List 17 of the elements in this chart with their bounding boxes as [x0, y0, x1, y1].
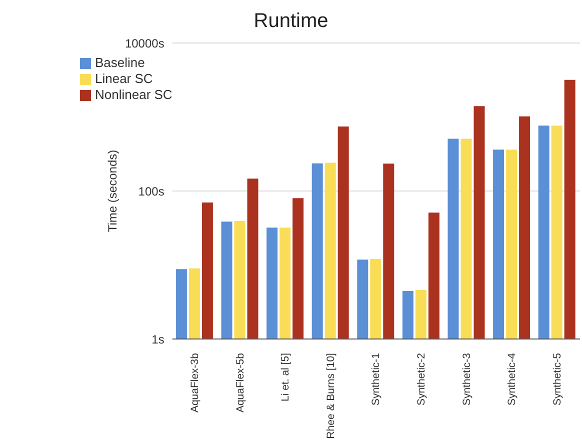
chart-title: Runtime	[252, 10, 330, 33]
x-tick-label: Synthetic-4	[506, 352, 518, 406]
legend-label: Nonlinear SC	[95, 87, 172, 102]
x-tick-label: Synthetic-5	[551, 352, 564, 406]
x-tick-label: Rhee & Burns [10]	[324, 352, 337, 439]
x-tick-label: Synthetic-3	[460, 352, 473, 406]
legend-label: Linear SC	[95, 71, 153, 86]
y-tick-label: 10000s	[124, 36, 164, 50]
x-tick-label: Synthetic-1	[370, 352, 382, 406]
x-tick-label: Li et. al [5]	[280, 352, 292, 402]
x-tick-label: AquaFlex-5b	[234, 352, 246, 413]
y-tick-label: 1s	[152, 332, 164, 346]
y-tick-label: 100s	[138, 184, 164, 198]
y-axis-title: Time (seconds)	[106, 150, 120, 232]
legend-label: Baseline	[95, 55, 145, 70]
x-tick-label: AquaFlex-3b	[188, 352, 201, 413]
x-tick-label: Synthetic-2	[415, 352, 428, 406]
